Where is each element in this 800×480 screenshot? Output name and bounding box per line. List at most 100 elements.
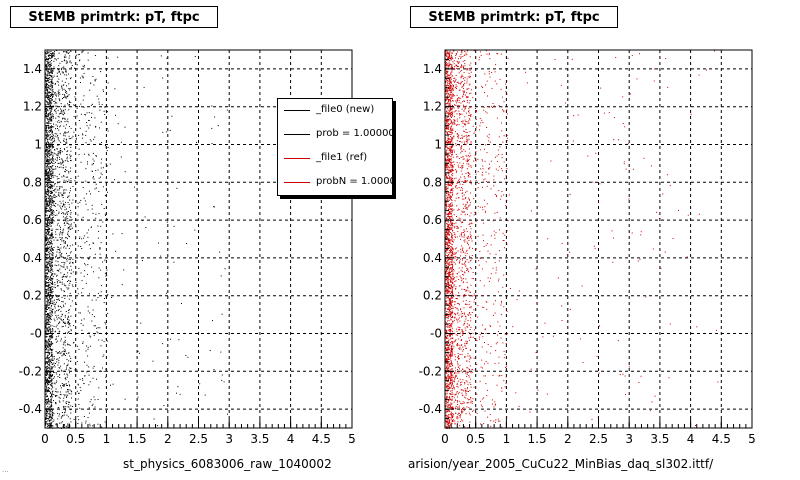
data-point <box>47 324 49 326</box>
data-point <box>52 155 54 157</box>
data-point <box>45 269 47 271</box>
data-point <box>72 199 74 201</box>
data-point <box>457 192 459 194</box>
data-point <box>104 259 106 261</box>
data-point <box>49 217 51 219</box>
data-point <box>50 345 51 347</box>
data-point <box>613 117 615 119</box>
data-point <box>446 217 447 219</box>
data-point <box>48 221 50 223</box>
data-point <box>63 181 65 183</box>
data-point <box>446 244 448 246</box>
data-point <box>450 202 452 204</box>
data-point <box>488 167 489 169</box>
data-point <box>463 294 465 296</box>
data-point <box>48 294 50 296</box>
data-point <box>46 259 48 261</box>
data-point <box>448 62 450 64</box>
data-point <box>66 266 68 268</box>
data-point <box>498 280 499 282</box>
data-point <box>495 253 497 255</box>
data-point <box>84 263 85 265</box>
data-point <box>446 359 448 361</box>
data-point <box>452 222 454 224</box>
data-point <box>69 144 71 146</box>
data-point <box>451 337 453 339</box>
data-point <box>63 140 65 142</box>
data-point <box>453 320 455 322</box>
data-point <box>56 95 57 97</box>
data-point <box>46 150 48 152</box>
data-point <box>460 421 462 423</box>
data-point <box>48 159 50 161</box>
data-point <box>463 78 464 80</box>
data-point <box>451 350 453 352</box>
data-point <box>95 299 97 301</box>
data-point <box>55 341 57 343</box>
data-point <box>63 264 65 266</box>
data-point <box>51 92 53 94</box>
data-point <box>46 160 48 162</box>
data-point <box>468 135 469 136</box>
data-point <box>94 117 96 119</box>
data-point <box>47 346 49 348</box>
data-point <box>60 239 62 240</box>
data-point <box>455 334 457 336</box>
data-point <box>46 184 48 186</box>
data-point <box>45 178 47 179</box>
data-point <box>61 111 63 113</box>
data-point <box>466 68 468 70</box>
data-point <box>467 353 469 355</box>
data-point <box>51 265 53 267</box>
data-point <box>47 301 49 303</box>
data-point <box>450 378 452 380</box>
data-point <box>464 231 466 233</box>
data-point <box>97 225 99 227</box>
data-point <box>69 418 71 420</box>
data-point <box>50 174 52 175</box>
data-point <box>48 127 50 129</box>
data-point <box>49 57 50 59</box>
data-point <box>49 352 51 353</box>
data-point <box>598 372 600 374</box>
data-point <box>48 269 49 271</box>
data-point <box>466 201 468 203</box>
data-point <box>46 278 48 280</box>
data-point <box>55 363 56 364</box>
data-point <box>451 66 452 68</box>
data-point <box>79 127 81 129</box>
data-point <box>498 105 500 107</box>
data-point <box>591 419 593 420</box>
data-point <box>53 193 55 195</box>
data-point <box>48 284 50 286</box>
data-point <box>51 83 53 84</box>
data-point <box>194 56 196 57</box>
data-point <box>468 135 470 137</box>
data-point <box>717 381 719 383</box>
data-point <box>85 114 86 116</box>
data-point <box>49 419 51 421</box>
data-point <box>47 225 49 226</box>
data-point <box>48 147 50 149</box>
data-point <box>88 112 90 114</box>
data-point <box>59 149 61 151</box>
data-point <box>658 218 660 219</box>
data-point <box>68 403 70 405</box>
data-point <box>62 203 64 205</box>
data-point <box>506 80 508 82</box>
data-point <box>446 415 448 417</box>
data-point <box>449 287 450 289</box>
data-point <box>45 277 47 279</box>
data-point <box>449 241 451 243</box>
data-point <box>54 140 56 142</box>
data-point <box>75 200 77 202</box>
data-point <box>445 301 447 303</box>
data-point <box>63 342 65 344</box>
data-point <box>467 135 469 137</box>
data-point <box>460 213 462 215</box>
data-point <box>89 412 90 414</box>
data-point <box>468 172 469 174</box>
data-point <box>68 426 70 428</box>
data-point <box>50 201 52 203</box>
data-point <box>51 282 53 284</box>
